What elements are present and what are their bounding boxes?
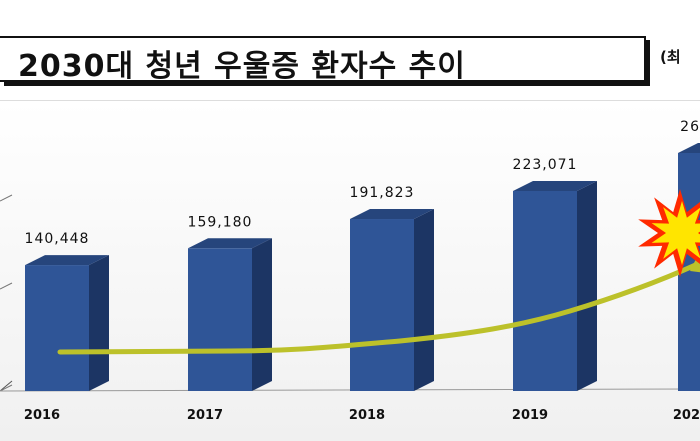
value-label-2017: 159,180	[188, 214, 253, 230]
value-label-2018: 191,823	[350, 185, 415, 201]
bar-2018	[350, 209, 434, 391]
bar-chart: 140,448 2016 159,180 2017 191,823 2018 223,071…	[0, 119, 700, 423]
unit-note: (최	[660, 48, 681, 66]
bar-2017	[188, 238, 272, 391]
x-tick-202: 202	[673, 408, 700, 423]
bar-2016	[25, 255, 109, 391]
x-tick-2016: 2016	[24, 408, 60, 423]
bar-2019	[513, 181, 597, 391]
value-label-2019: 223,071	[513, 157, 578, 173]
chart-title: 2030대 청년 우울증 환자수 추이	[18, 49, 466, 84]
x-tick-2019: 2019	[512, 408, 548, 423]
x-tick-2018: 2018	[349, 408, 385, 423]
burst-icon	[638, 189, 700, 277]
title-box: 2030대 청년 우울증 환자수 추이	[0, 36, 646, 84]
value-label-202: 26	[680, 119, 700, 135]
trend-arrow	[57, 260, 700, 355]
x-tick-2017: 2017	[187, 408, 223, 423]
chart-panel: 140,448 2016 159,180 2017 191,823 2018 223,071…	[0, 100, 700, 441]
value-label-2016: 140,448	[25, 231, 90, 247]
